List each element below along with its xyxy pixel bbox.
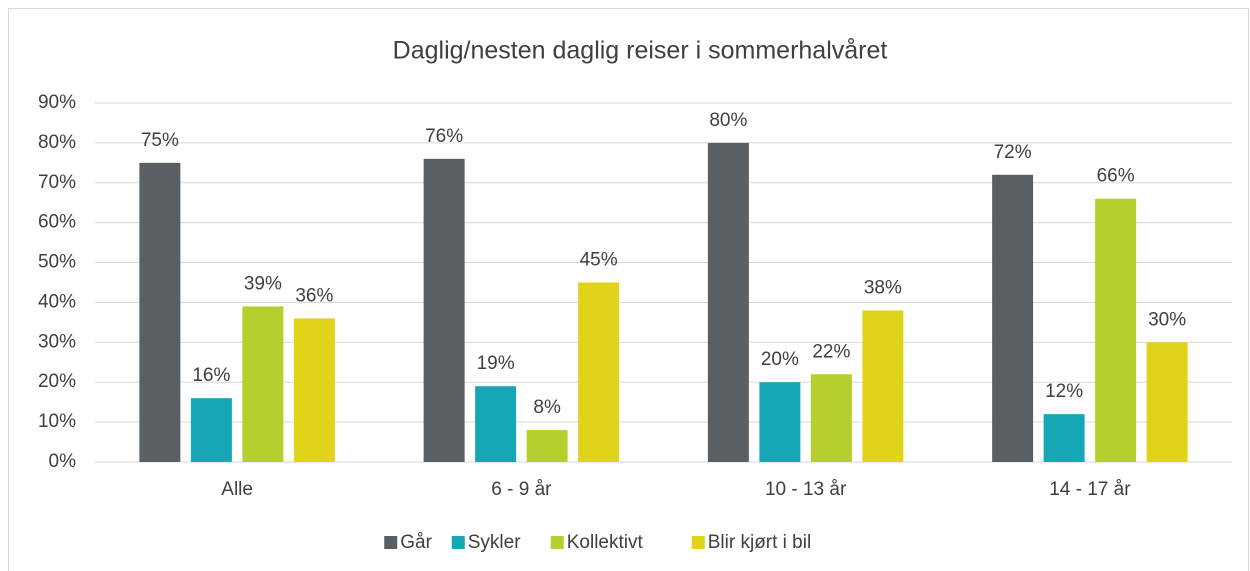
data-label: 38% (864, 277, 902, 298)
legend-label: Går (400, 532, 432, 553)
bar (1146, 342, 1188, 462)
x-tick-label: 6 - 9 år (491, 479, 552, 500)
bar (190, 398, 232, 462)
x-tick-label: Alle (221, 479, 253, 500)
data-label: 80% (709, 110, 747, 131)
chart-title: Daglig/nesten daglig reiser i sommerhalv… (393, 37, 888, 65)
data-label: 20% (761, 349, 799, 370)
data-label: 22% (812, 341, 850, 362)
y-tick-label: 0% (49, 451, 77, 472)
data-label: 19% (477, 353, 515, 374)
y-tick-label: 40% (38, 291, 76, 312)
y-tick-label: 30% (38, 331, 76, 352)
x-tick-label: 14 - 17 år (1049, 479, 1131, 500)
legend-swatch (691, 536, 705, 549)
data-label: 76% (425, 126, 463, 147)
bar (810, 374, 852, 462)
bar (578, 282, 620, 462)
y-tick-label: 20% (38, 371, 76, 392)
data-label: 16% (192, 365, 230, 386)
legend-label: Sykler (468, 532, 521, 553)
legend-label: Kollektivt (567, 532, 644, 553)
y-tick-label: 10% (38, 411, 76, 432)
chart-border (8, 8, 1249, 571)
bar (862, 310, 904, 462)
bar (293, 318, 335, 462)
bar (992, 174, 1034, 463)
x-tick-label: 10 - 13 år (765, 479, 847, 500)
legend-swatch (550, 536, 564, 549)
y-tick-label: 50% (38, 252, 76, 273)
data-label: 66% (1097, 166, 1135, 187)
data-label: 75% (141, 130, 179, 151)
data-label: 8% (533, 397, 561, 418)
data-label: 45% (580, 250, 618, 271)
legend-swatch (384, 536, 398, 549)
bar (423, 158, 465, 462)
data-label: 72% (994, 142, 1032, 163)
bar (475, 386, 517, 462)
data-label: 12% (1045, 381, 1083, 402)
bar (759, 382, 801, 462)
bar (242, 306, 284, 462)
bar (1043, 414, 1085, 462)
legend-swatch (451, 536, 465, 549)
data-label: 39% (244, 273, 282, 294)
data-label: 36% (295, 285, 333, 306)
bar (707, 142, 749, 462)
bar (526, 430, 568, 462)
y-tick-label: 80% (38, 132, 76, 153)
bar (1095, 198, 1137, 462)
y-tick-label: 90% (38, 92, 76, 113)
y-tick-label: 60% (38, 212, 76, 233)
bar (139, 162, 181, 463)
data-label: 30% (1148, 309, 1186, 330)
y-tick-label: 70% (38, 172, 76, 193)
legend-label: Blir kjørt i bil (708, 532, 811, 553)
